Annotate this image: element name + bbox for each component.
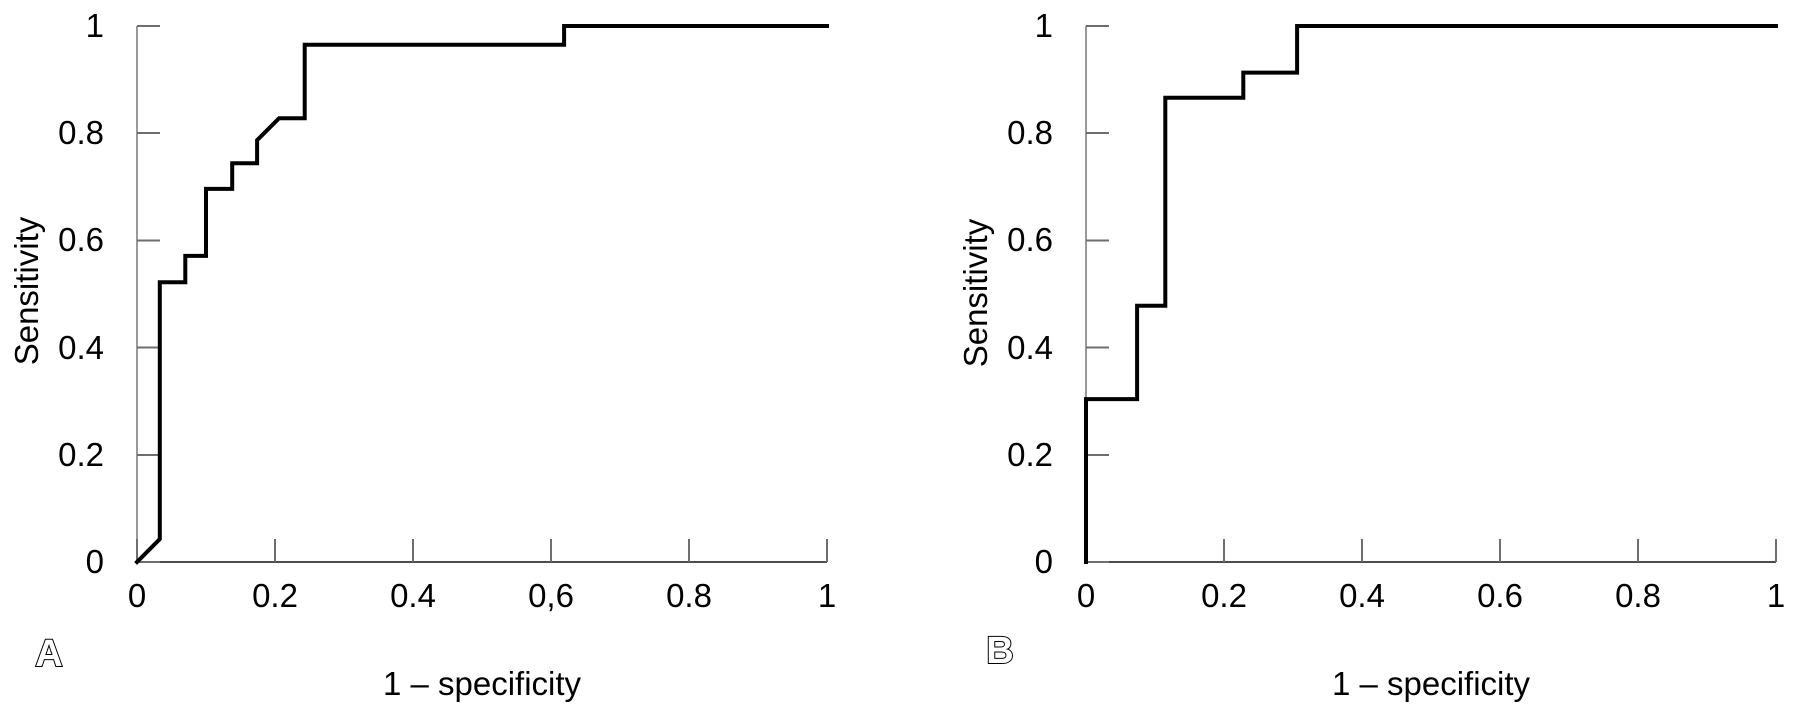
x-axis-title-panel-a: 1 – specificity (382, 665, 582, 702)
roc-curve-b (1084, 24, 1778, 564)
y-axis-title-panel-a: Sensitivity (8, 216, 45, 366)
panel-letter-a: A (35, 633, 62, 675)
panel-letter-b: B (986, 630, 1013, 672)
y-axis-title-panel-b: Sensitivity (957, 218, 994, 368)
panel-letter-a-badge: A (34, 632, 63, 676)
roc-curve-a (134, 24, 829, 565)
roc-panel-a (134, 24, 829, 565)
x-axis-title-panel-b: 1 – specificity (1331, 665, 1531, 702)
roc-panel-b (1084, 24, 1778, 564)
panel-letter-b-badge: B (985, 629, 1014, 673)
